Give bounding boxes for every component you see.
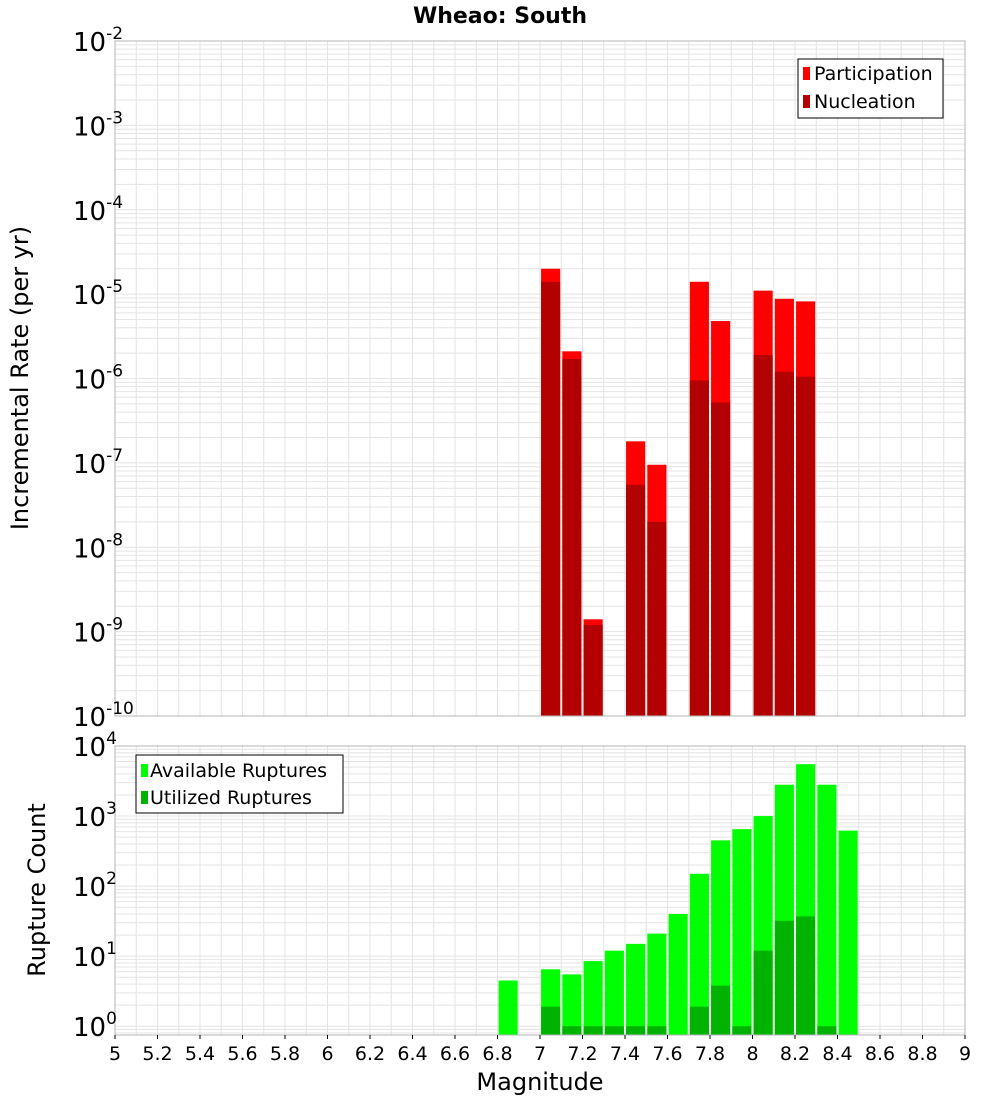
count-bar-available-ruptures	[562, 974, 582, 1035]
x-tick-label: 8.2	[780, 1043, 810, 1065]
x-tick-label: 5.8	[270, 1043, 300, 1065]
rate-bar-nucleation	[626, 484, 646, 716]
count-legend-box	[135, 754, 344, 814]
count-bar-utilized-ruptures	[541, 1006, 561, 1035]
count-legend: Available Ruptures Utilized Ruptures	[135, 754, 344, 814]
x-tick-label: 5.2	[142, 1043, 172, 1065]
count-y-axis-label: Rupture Count	[23, 803, 51, 977]
utilized-legend-swatch	[141, 791, 148, 804]
rate-y-tick-label: 10-5	[73, 277, 123, 311]
rate-y-tick-label: 10-9	[73, 615, 123, 649]
available-legend-label: Available Ruptures	[150, 760, 327, 782]
rate-bar-nucleation	[753, 354, 773, 716]
x-tick-label: 9	[959, 1043, 971, 1065]
chart-title: Wheao: South	[413, 4, 587, 29]
x-tick-label: 7.6	[652, 1043, 682, 1065]
x-axis-label: Magnitude	[476, 1068, 603, 1096]
count-y-tick-label: 102	[73, 869, 117, 903]
rate-legend: Participation Nucleation	[797, 58, 944, 119]
participation-legend-swatch	[803, 67, 810, 80]
rate-y-tick-label: 10-10	[73, 699, 134, 733]
rate-panel: 10-10 10-9 10-8 10-7 10-6 10-5 10-4 10-3 10-2 In…	[6, 24, 966, 733]
x-tick-label: 7	[534, 1043, 546, 1065]
x-tick-label: 8.6	[865, 1043, 895, 1065]
rate-y-tick-label: 10-8	[73, 530, 123, 564]
count-bar-utilized-ruptures	[796, 916, 816, 1035]
rate-plot-frame	[114, 40, 966, 717]
rate-y-axis-label: Incremental Rate (per yr)	[6, 226, 34, 530]
rate-y-tick-label: 10-2	[73, 24, 123, 58]
count-bar-available-ruptures	[647, 933, 667, 1035]
count-bar-available-ruptures	[583, 961, 603, 1035]
count-bar-utilized-ruptures	[604, 1026, 624, 1035]
count-y-tick-label: 100	[73, 1009, 117, 1043]
count-bar-utilized-ruptures	[689, 1006, 709, 1035]
count-bar-available-ruptures	[732, 829, 752, 1035]
nucleation-legend-swatch	[803, 95, 810, 108]
rate-legend-box	[797, 58, 944, 119]
rate-bar-nucleation	[774, 371, 794, 716]
count-bar-utilized-ruptures	[562, 1026, 582, 1035]
x-tick-label: 6.2	[355, 1043, 385, 1065]
x-tick-label: 7.2	[567, 1043, 597, 1065]
count-bar-available-ruptures	[689, 873, 709, 1035]
x-tick-label: 6.4	[397, 1043, 427, 1065]
rate-bar-nucleation	[562, 359, 582, 716]
rate-bar-nucleation	[583, 624, 603, 716]
x-tick-label: 6.8	[482, 1043, 512, 1065]
rate-bar-nucleation	[541, 281, 561, 716]
x-tick-label: 6.6	[440, 1043, 470, 1065]
x-tick-label: 5.4	[185, 1043, 215, 1065]
count-bar-available-ruptures	[626, 943, 646, 1035]
count-bar-utilized-ruptures	[711, 985, 731, 1035]
x-tick-label: 7.8	[695, 1043, 725, 1065]
x-tick-label: 5.6	[227, 1043, 257, 1065]
count-y-tick-label: 101	[73, 939, 117, 973]
count-bar-available-ruptures	[498, 980, 518, 1035]
count-bar-available-ruptures	[668, 914, 688, 1035]
x-tick-label: 8.4	[822, 1043, 852, 1065]
count-bar-utilized-ruptures	[774, 920, 794, 1035]
count-panel: 100 101 102 103 104 5 5.2 5.4 5.6 5.8 6 6.2 6.4 6.6 6…	[23, 729, 971, 1096]
count-bar-utilized-ruptures	[626, 1026, 646, 1035]
x-tick-label: 7.4	[610, 1043, 640, 1065]
count-y-tick-label: 104	[73, 729, 117, 763]
x-tick-label: 8.8	[907, 1043, 937, 1065]
x-tick-label: 8	[746, 1043, 758, 1065]
rate-bar-nucleation	[711, 402, 731, 716]
rate-bar-nucleation	[796, 376, 816, 716]
count-bar-available-ruptures	[604, 950, 624, 1035]
rate-y-tick-label: 10-4	[73, 193, 123, 227]
rate-y-tick-label: 10-6	[73, 362, 123, 396]
count-bar-available-ruptures	[817, 784, 837, 1035]
rate-y-tick-label: 10-3	[73, 108, 123, 142]
count-bar-available-ruptures	[838, 830, 858, 1035]
available-legend-swatch	[141, 764, 148, 777]
count-bar-utilized-ruptures	[583, 1026, 603, 1035]
x-tick-label: 6	[321, 1043, 333, 1065]
rate-bar-nucleation	[647, 521, 667, 716]
utilized-legend-label: Utilized Ruptures	[150, 787, 312, 809]
participation-legend-label: Participation	[814, 63, 933, 85]
rate-y-tick-label: 10-7	[73, 446, 123, 480]
count-bar-utilized-ruptures	[732, 1026, 752, 1035]
count-bar-utilized-ruptures	[647, 1026, 667, 1035]
count-y-tick-label: 103	[73, 799, 117, 833]
rate-bar-nucleation	[689, 380, 709, 716]
x-tick-label: 5	[109, 1043, 121, 1065]
nucleation-legend-label: Nucleation	[814, 91, 916, 113]
count-bar-utilized-ruptures	[817, 1026, 837, 1035]
count-bar-utilized-ruptures	[753, 950, 773, 1035]
